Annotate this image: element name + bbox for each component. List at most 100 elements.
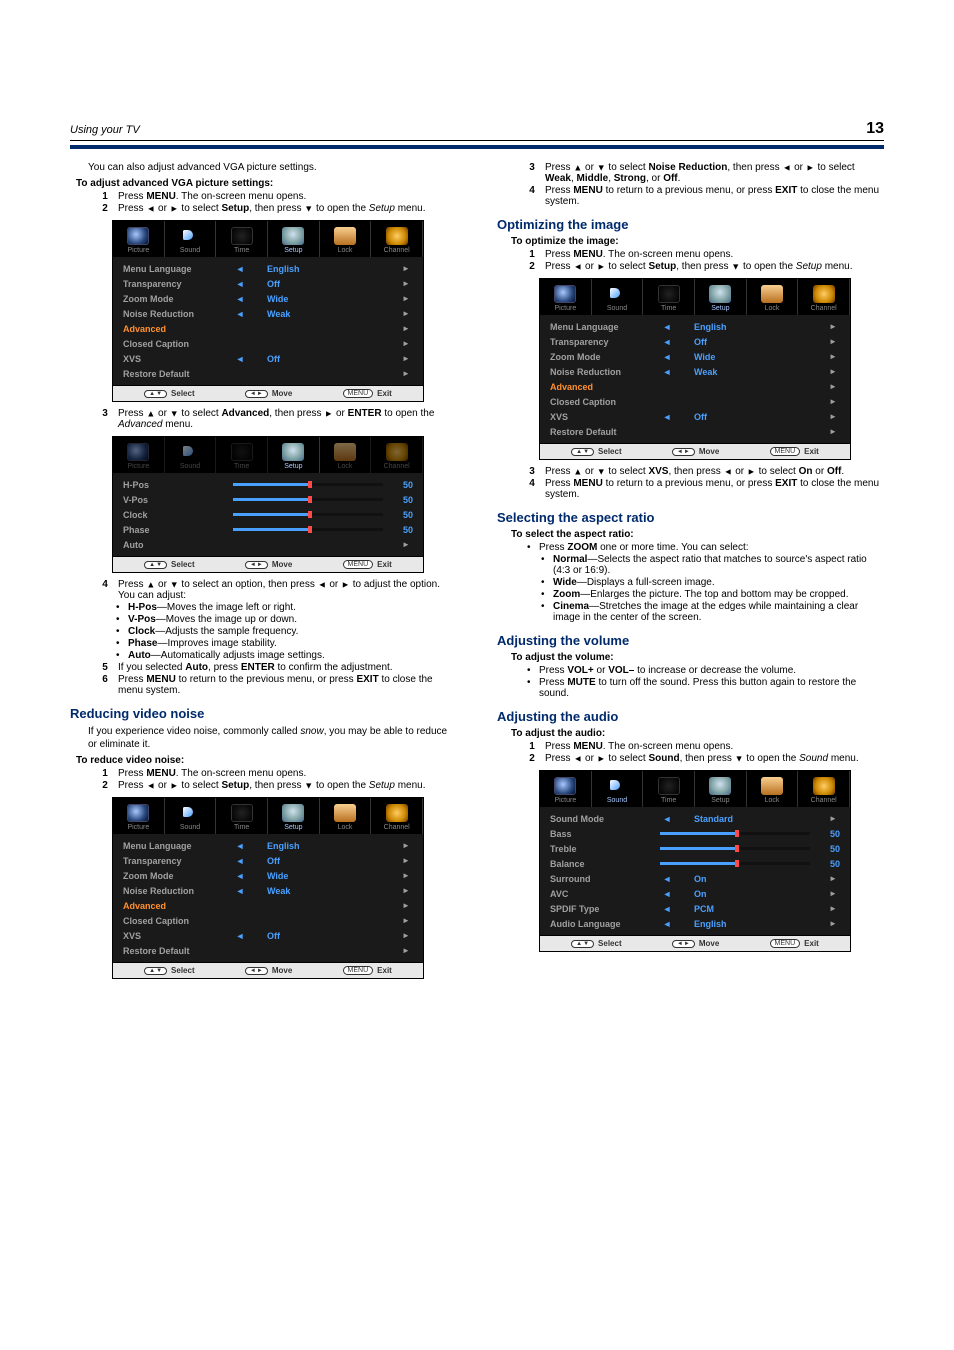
osd-row: Zoom Mode◄Wide►: [550, 349, 840, 364]
osd-tab-sound: Sound: [165, 221, 217, 257]
osd-row: SPDIF Type◄PCM►: [550, 901, 840, 916]
osd-tab-channel: Channel: [371, 221, 423, 257]
op-step-3: 3Press ▲ or ▼ to select XVS, then press …: [527, 466, 884, 477]
reduce-intro: If you experience video noise, commonly …: [88, 725, 457, 751]
osd-setup-menu-2: PictureSoundTimeSetupLockChannel Menu Lan…: [112, 797, 424, 979]
osd-row: Restore Default►: [123, 366, 413, 381]
osd-tab-time: Time: [643, 771, 695, 807]
rn-step-1: 1Press MENU. The on-screen menu opens.: [100, 768, 457, 779]
op-step-2: 2Press ◄ or ► to select Setup, then pres…: [527, 261, 884, 272]
osd-tab-setup: Setup: [268, 798, 320, 834]
asp-intro: •Press ZOOM one or more time. You can se…: [527, 542, 884, 553]
asp-cinema: •Cinema—Stretches the image at the edges…: [541, 601, 884, 623]
osd-row: Transparency◄Off►: [550, 334, 840, 349]
opt-clock: •Clock—Adjusts the sample frequency.: [116, 626, 457, 637]
rn-step-2: 2Press ◄ or ► to select Setup, then pres…: [100, 780, 457, 791]
accent-bar: [70, 145, 884, 149]
osd-setup-menu-1: PictureSoundTimeSetupLockChannelMenu Lan…: [112, 220, 424, 402]
osd-tab-lock: Lock: [747, 279, 799, 315]
osd-tab-channel: Channel: [798, 771, 850, 807]
au-step-2: 2Press ◄ or ► to select Sound, then pres…: [527, 753, 884, 764]
opt-phase: •Phase—Improves image stability.: [116, 638, 457, 649]
osd-tab-lock: Lock: [747, 771, 799, 807]
vol-a: •Press VOL+ or VOL– to increase or decre…: [527, 665, 884, 676]
heading-reduce: To reduce video noise:: [76, 755, 457, 766]
osd-tab-picture: Picture: [113, 437, 165, 473]
osd-tab-time: Time: [216, 798, 268, 834]
osd-tab-channel: Channel: [371, 798, 423, 834]
osd-advanced-menu: PictureSoundTimeSetupLockChannelH-Pos50V…: [112, 436, 424, 573]
section-reducing-noise: Reducing video noise: [70, 706, 457, 721]
rn-step-3: 3Press ▲ or ▼ to select Noise Reduction,…: [527, 162, 884, 184]
section-aspect: Selecting the aspect ratio: [497, 510, 884, 525]
osd-row: Closed Caption►: [123, 913, 413, 928]
osd-row: AVC◄On►: [550, 886, 840, 901]
heading-aspect: To select the aspect ratio:: [511, 529, 884, 540]
osd-row: Advanced►: [550, 379, 840, 394]
osd-row: Phase50: [123, 522, 413, 537]
osd-row: Bass50: [550, 826, 840, 841]
osd-tab-channel: Channel: [798, 279, 850, 315]
osd-row: Advanced►: [123, 898, 413, 913]
heading-audio: To adjust the audio:: [511, 728, 884, 739]
osd-row: Transparency◄Off►: [123, 853, 413, 868]
step-2: 2Press ◄ or ► to select Setup, then pres…: [100, 203, 457, 214]
osd-row: Restore Default►: [550, 424, 840, 439]
section-optimizing: Optimizing the image: [497, 217, 884, 232]
osd-tab-sound: Sound: [592, 279, 644, 315]
asp-wide: •Wide—Displays a full-screen image.: [541, 577, 884, 588]
step-3: 3Press ▲ or ▼ to select Advanced, then p…: [100, 408, 457, 430]
osd-tab-setup: Setup: [268, 437, 320, 473]
osd-setup-menu-3: PictureSoundTimeSetupLockChannelMenu Lan…: [539, 278, 851, 460]
osd-row: XVS◄Off►: [550, 409, 840, 424]
step-4: 4Press ▲ or ▼ to select an option, then …: [100, 579, 457, 601]
opt-hpos: •H-Pos—Moves the image left or right.: [116, 602, 457, 613]
osd-row: Closed Caption►: [550, 394, 840, 409]
heading-optimize: To optimize the image:: [511, 236, 884, 247]
osd-tab-time: Time: [216, 221, 268, 257]
page-number: 13: [866, 120, 884, 138]
osd-row: Balance50: [550, 856, 840, 871]
osd-tab-lock: Lock: [320, 798, 372, 834]
osd-tab-sound: Sound: [165, 798, 217, 834]
osd-row: Advanced►: [123, 321, 413, 336]
au-step-1: 1Press MENU. The on-screen menu opens.: [527, 741, 884, 752]
osd-row: Menu Language◄English►: [123, 838, 413, 853]
osd-tab-channel: Channel: [371, 437, 423, 473]
osd-tab-setup: Setup: [695, 771, 747, 807]
osd-row: Audio Language◄English►: [550, 916, 840, 931]
osd-row: Menu Language◄English►: [550, 319, 840, 334]
osd-tab-picture: Picture: [113, 798, 165, 834]
op-step-4: 4Press MENU to return to a previous menu…: [527, 478, 884, 500]
heading-volume: To adjust the volume:: [511, 652, 884, 663]
osd-tab-picture: Picture: [540, 279, 592, 315]
osd-row: XVS◄Off►: [123, 351, 413, 366]
asp-normal: •Normal—Selects the aspect ratio that ma…: [541, 554, 884, 576]
osd-row: Noise Reduction◄Weak►: [123, 883, 413, 898]
osd-row: Closed Caption►: [123, 336, 413, 351]
osd-row: Noise Reduction◄Weak►: [123, 306, 413, 321]
asp-zoom: •Zoom—Enlarges the picture. The top and …: [541, 589, 884, 600]
osd-tab-sound: Sound: [592, 771, 644, 807]
osd-tab-picture: Picture: [113, 221, 165, 257]
step-5: 5If you selected Auto, press ENTER to co…: [100, 662, 457, 673]
osd-tab-time: Time: [643, 279, 695, 315]
step-1: 1Press MENU. The on-screen menu opens.: [100, 191, 457, 202]
section-audio: Adjusting the audio: [497, 709, 884, 724]
osd-row: Treble50: [550, 841, 840, 856]
osd-tab-setup: Setup: [268, 221, 320, 257]
vol-b: •Press MUTE to turn off the sound. Press…: [527, 677, 884, 699]
osd-tab-lock: Lock: [320, 221, 372, 257]
opt-vpos: •V-Pos—Moves the image up or down.: [116, 614, 457, 625]
osd-tab-time: Time: [216, 437, 268, 473]
section-volume: Adjusting the volume: [497, 633, 884, 648]
osd-tab-lock: Lock: [320, 437, 372, 473]
heading-vga: To adjust advanced VGA picture settings:: [76, 178, 457, 189]
header-title: Using your TV: [70, 124, 140, 136]
intro-text: You can also adjust advanced VGA picture…: [88, 161, 457, 174]
osd-row: Zoom Mode◄Wide►: [123, 291, 413, 306]
step-6: 6Press MENU to return to the previous me…: [100, 674, 457, 696]
osd-row: H-Pos50: [123, 477, 413, 492]
osd-row: Auto►: [123, 537, 413, 552]
op-step-1: 1Press MENU. The on-screen menu opens.: [527, 249, 884, 260]
